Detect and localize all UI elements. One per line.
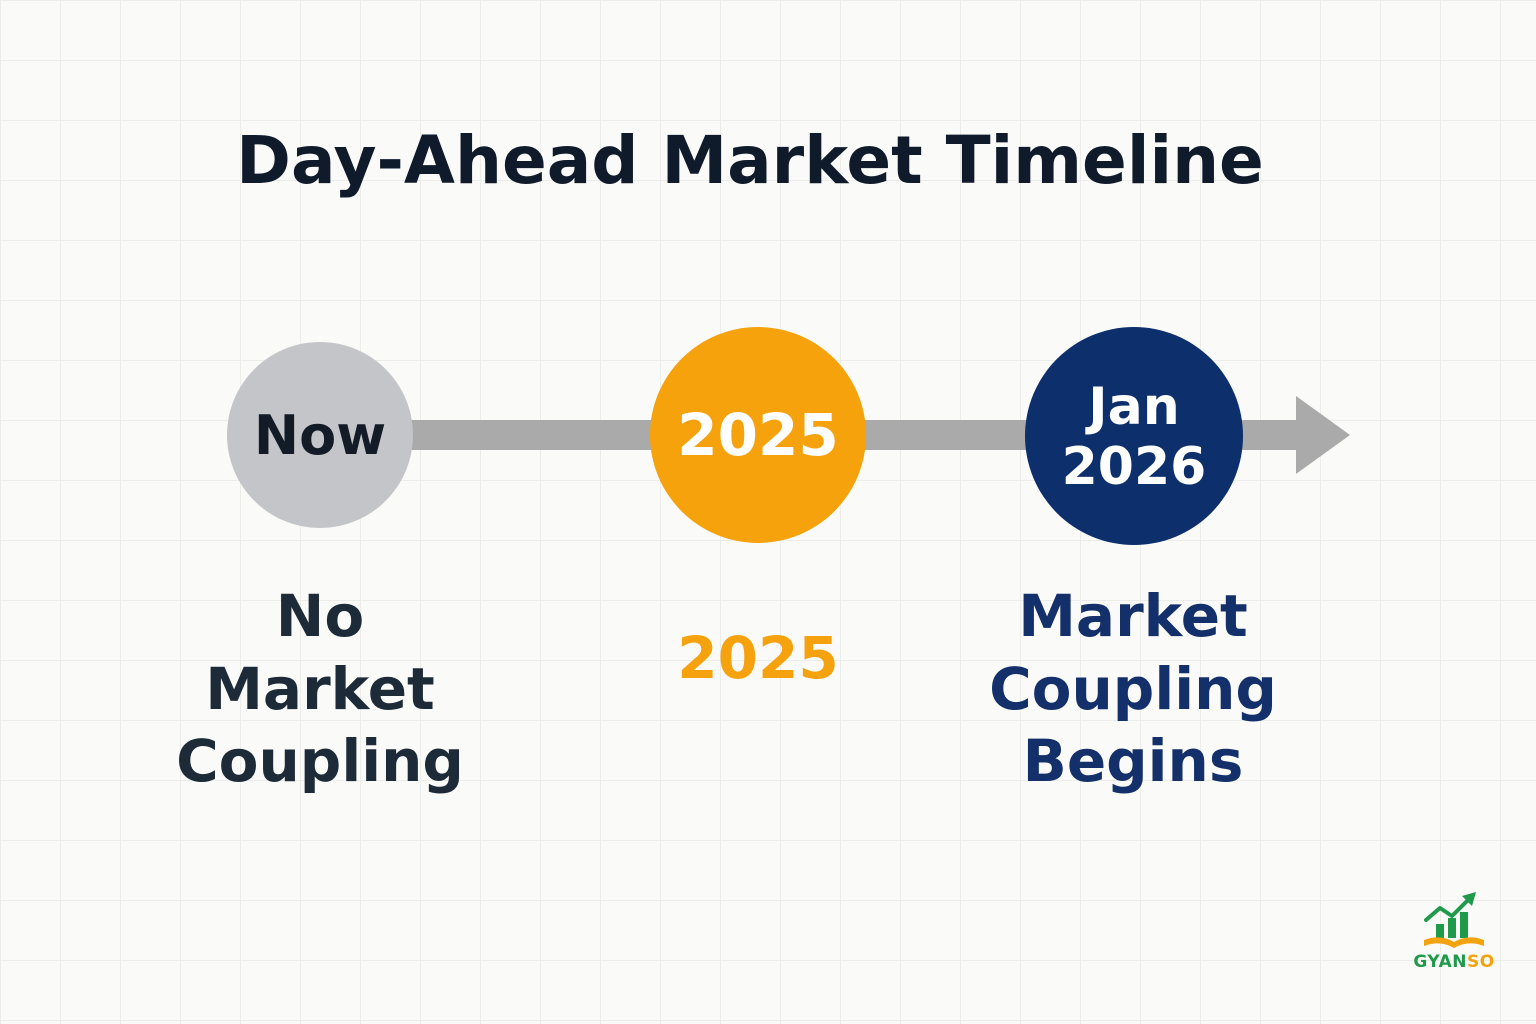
caption-line: 2025: [677, 624, 839, 692]
caption-line: Market: [1018, 582, 1248, 650]
arrow-right-icon: [1296, 396, 1350, 474]
caption-line: No: [275, 582, 365, 650]
milestone-2025-label: 2025: [677, 401, 839, 469]
logo-text-accent: SO: [1466, 952, 1495, 972]
milestone-2025-circle: 2025: [650, 327, 866, 543]
growth-chart-book-icon: [1424, 892, 1484, 948]
milestone-jan-2026-label-year: 2026: [1061, 437, 1207, 497]
caption-line: Coupling: [176, 727, 464, 795]
logo-text-main: GYAN: [1413, 952, 1467, 972]
milestone-jan-2026-caption: Market Coupling Begins: [960, 580, 1306, 798]
caption-line: Market: [205, 654, 435, 723]
milestone-jan-2026-label-month: Jan: [1088, 377, 1180, 438]
gyanso-logo: GYANSO: [1408, 890, 1500, 980]
page-title: Day-Ahead Market Timeline: [236, 122, 1264, 199]
milestone-now-caption: No Market Coupling: [160, 580, 480, 798]
logo-wordmark: GYANSO: [1408, 952, 1500, 972]
milestone-2025-caption: 2025: [600, 622, 916, 695]
caption-line: Begins: [1022, 727, 1244, 795]
milestone-now-label: Now: [253, 403, 387, 467]
caption-line: Coupling: [989, 654, 1277, 723]
milestone-jan-2026-circle: Jan 2026: [1025, 327, 1243, 545]
milestone-now-circle: Now: [227, 342, 413, 528]
